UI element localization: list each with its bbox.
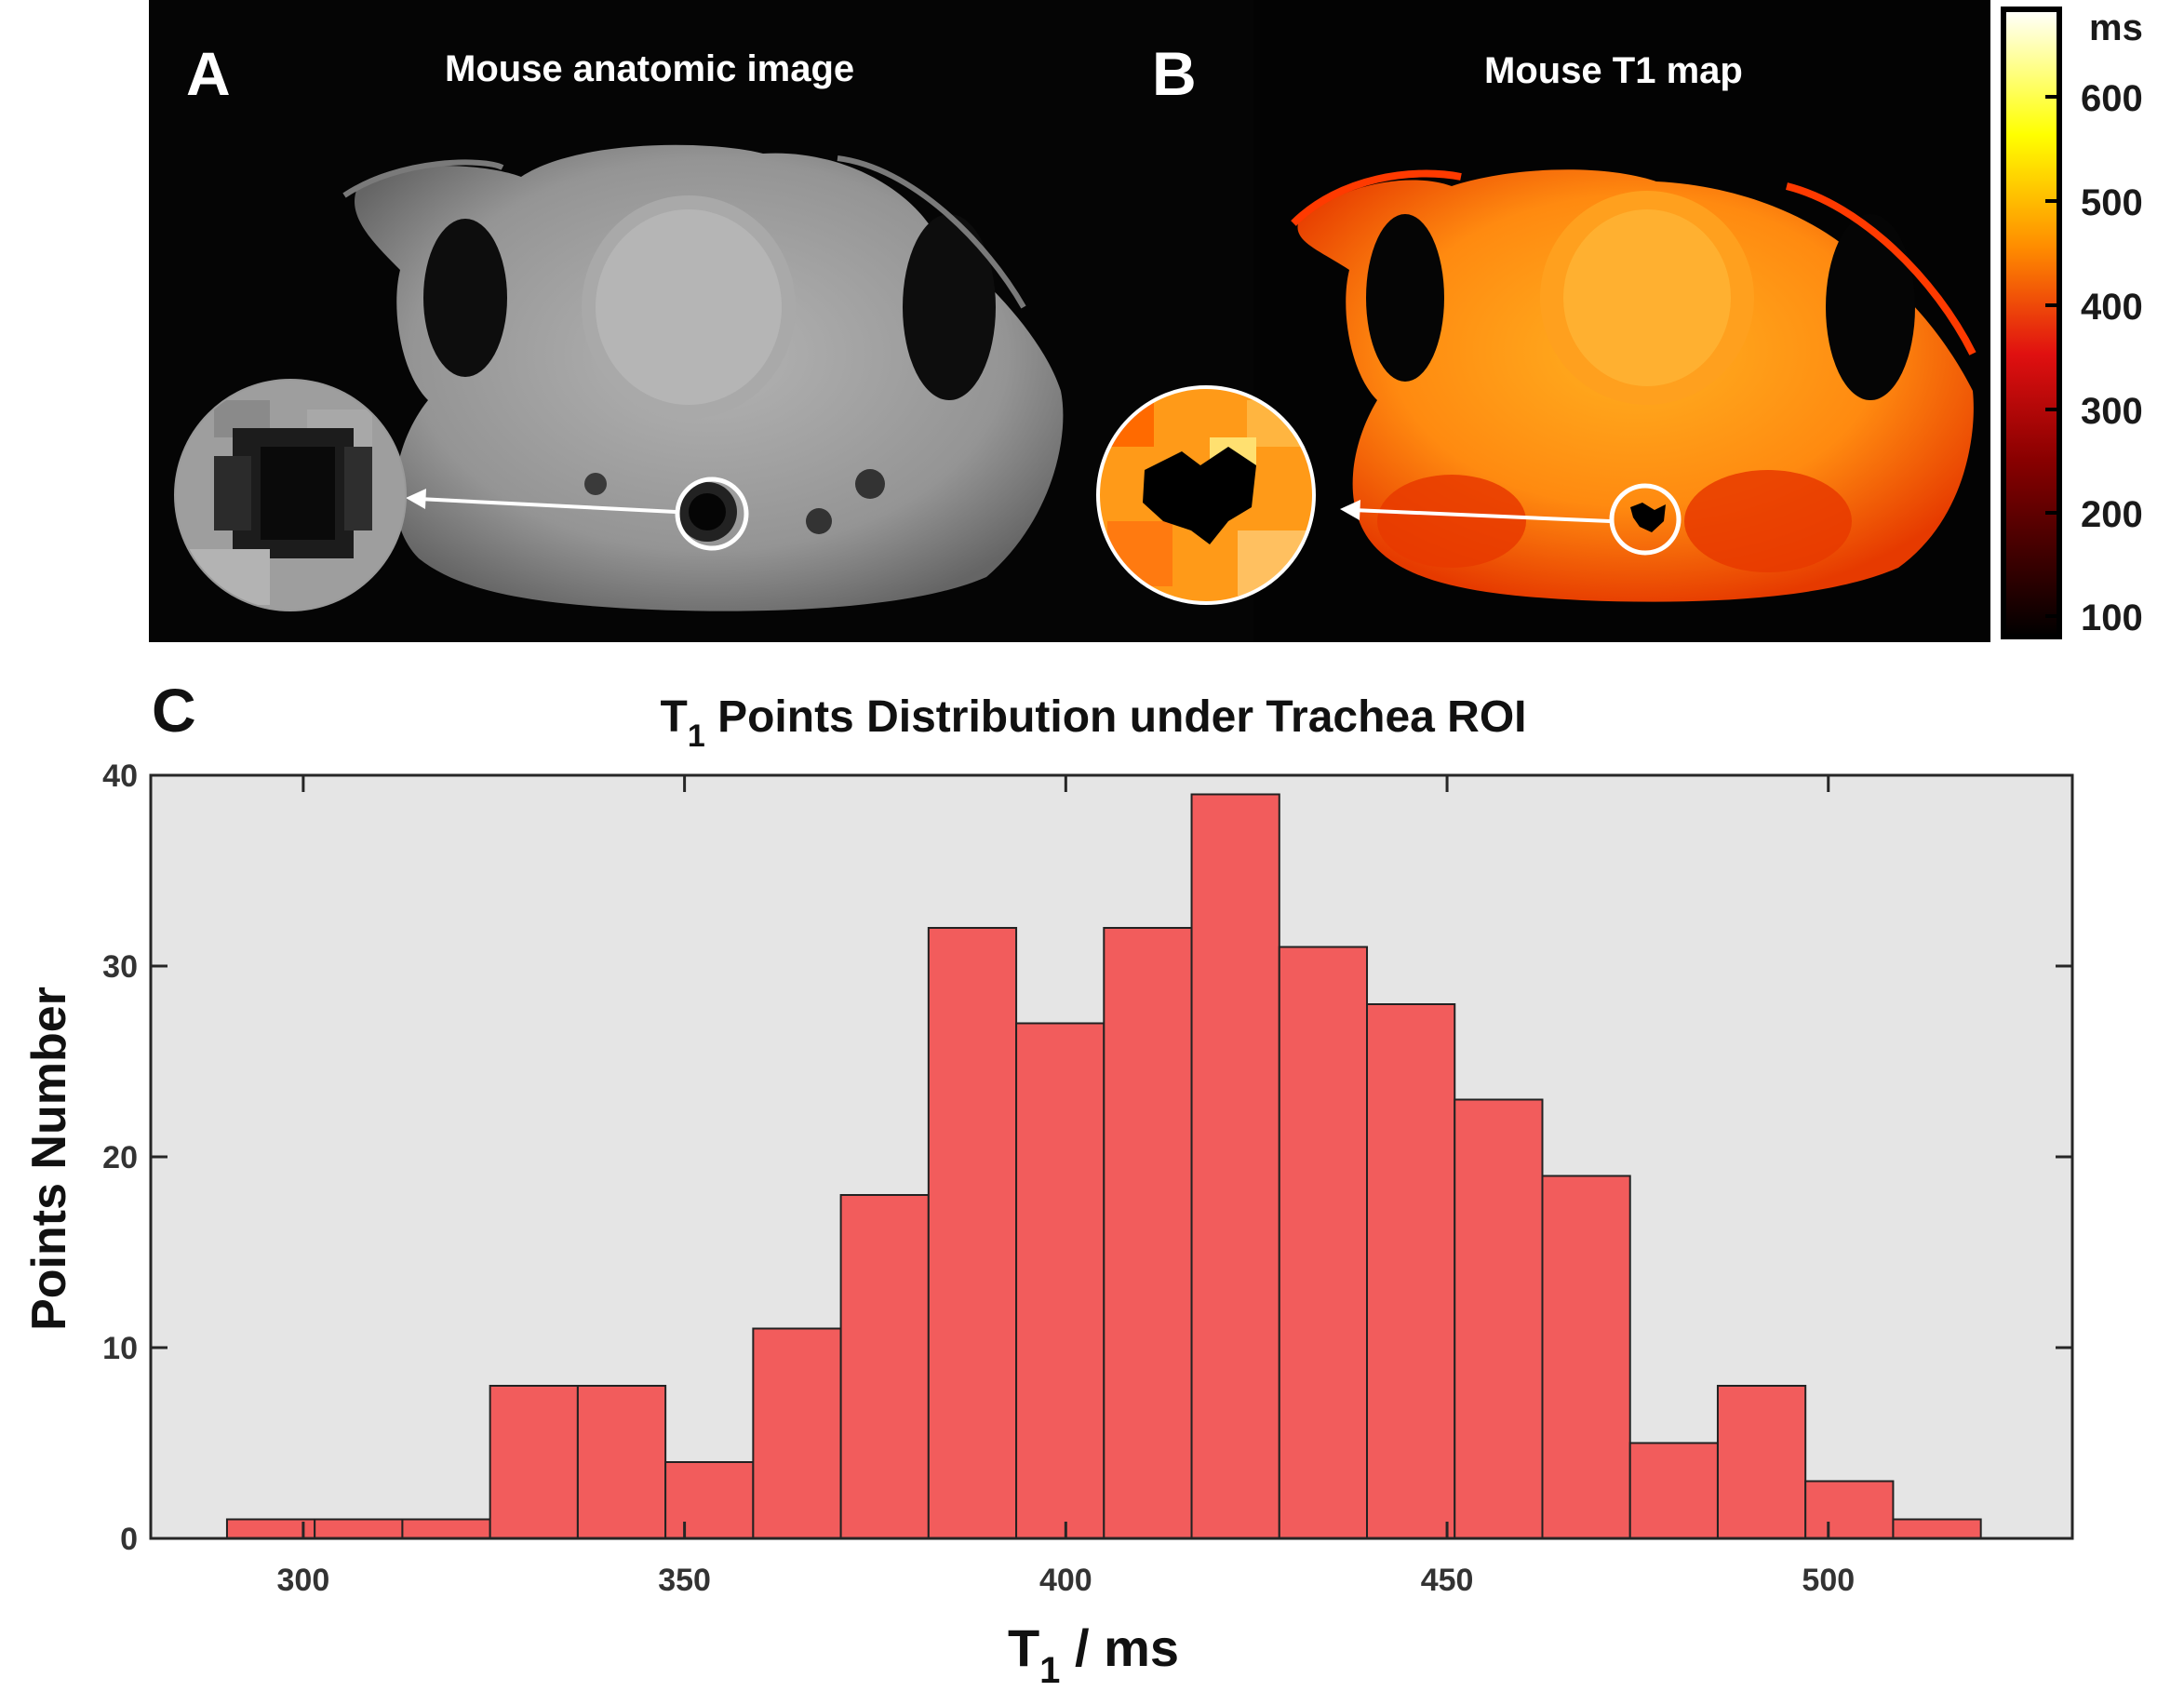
y-tick-label: 10 xyxy=(102,1331,138,1366)
histogram-bar xyxy=(839,1194,930,1539)
x-tick-label: 500 xyxy=(1802,1563,1855,1598)
y-tick-label: 0 xyxy=(120,1522,138,1557)
colorbar-tick-label: 300 xyxy=(2081,391,2143,432)
panel-b-letter: B xyxy=(1152,39,1197,108)
histogram-bar xyxy=(1541,1175,1631,1539)
x-tick-label: 350 xyxy=(658,1563,711,1598)
histogram-bar xyxy=(1804,1480,1895,1539)
y-axis-title: Points Number xyxy=(22,987,76,1331)
x-axis-title-main: T xyxy=(1008,1618,1039,1677)
panel-a-title: Mouse anatomic image xyxy=(445,48,855,89)
x-tick-label: 300 xyxy=(277,1563,330,1598)
roi-circle-a xyxy=(675,477,749,551)
colorbar-tick-label: 500 xyxy=(2081,182,2143,223)
histogram-bar xyxy=(1716,1385,1807,1539)
colorbar-unit: ms xyxy=(2089,7,2143,48)
histogram-bar xyxy=(1366,1003,1456,1539)
colorbar-ticks xyxy=(2045,95,2059,618)
histogram-bar xyxy=(576,1385,667,1539)
mri-panels xyxy=(149,0,2062,642)
roi-circle-b xyxy=(1609,483,1682,556)
chart-title-rest: Points Distribution under Trachea ROI xyxy=(705,692,1527,742)
histogram-bar xyxy=(752,1327,842,1539)
histogram-bar xyxy=(1015,1022,1105,1539)
panel-c-letter: C xyxy=(152,676,196,745)
histogram-bar xyxy=(664,1461,755,1539)
y-tick-label: 30 xyxy=(102,949,138,985)
chart-title-sub: 1 xyxy=(688,718,705,754)
plot-area xyxy=(151,775,2072,1538)
histogram-bar xyxy=(314,1518,404,1539)
x-tick-label: 450 xyxy=(1421,1563,1474,1598)
panel-a-letter: A xyxy=(186,39,231,108)
histogram-bar xyxy=(1454,1098,1544,1539)
mouse-anatomic-body xyxy=(342,144,1064,611)
histogram-bar xyxy=(1278,946,1369,1539)
plot-frame xyxy=(149,773,2074,1540)
y-tick-label: 20 xyxy=(102,1140,138,1175)
bars-layer xyxy=(225,793,1982,1539)
histogram-bar xyxy=(1103,927,1193,1539)
y-tick-label: 40 xyxy=(102,759,138,794)
histogram-bar xyxy=(927,927,1018,1539)
zoom-circle-a xyxy=(175,380,406,611)
roi-arrow-b xyxy=(1352,508,1611,523)
histogram-bar xyxy=(225,1518,316,1539)
mouse-t1-body xyxy=(1291,169,1976,602)
chart-title: T1 Points Distribution under Trachea ROI xyxy=(660,692,1526,754)
colorbar-tick-label: 400 xyxy=(2081,287,2143,328)
histogram-bar xyxy=(1892,1518,1982,1539)
colorbar-tick-label: 100 xyxy=(2081,597,2143,638)
histogram-bar xyxy=(401,1518,491,1539)
colorbar xyxy=(2003,9,2059,637)
x-axis-title: T1 / ms xyxy=(1008,1618,1179,1691)
histogram-bar xyxy=(1190,793,1280,1539)
histogram-bar xyxy=(489,1385,579,1539)
chart-title-main: T xyxy=(660,692,687,742)
colorbar-tick-label: 200 xyxy=(2081,494,2143,535)
panel-b-title: Mouse T1 map xyxy=(1484,50,1743,91)
x-axis-title-sub: 1 xyxy=(1039,1650,1060,1691)
colorbar-tick-label: 600 xyxy=(2081,78,2143,119)
roi-arrow-a xyxy=(418,497,677,514)
x-axis-title-rest: / ms xyxy=(1060,1618,1179,1677)
axes-layer: 300 350 400 450 500 0 10 20 30 40 xyxy=(102,759,2074,1598)
x-tick-label: 400 xyxy=(1039,1563,1092,1598)
zoom-circle-b xyxy=(1098,387,1314,603)
histogram-bar xyxy=(1628,1442,1719,1539)
